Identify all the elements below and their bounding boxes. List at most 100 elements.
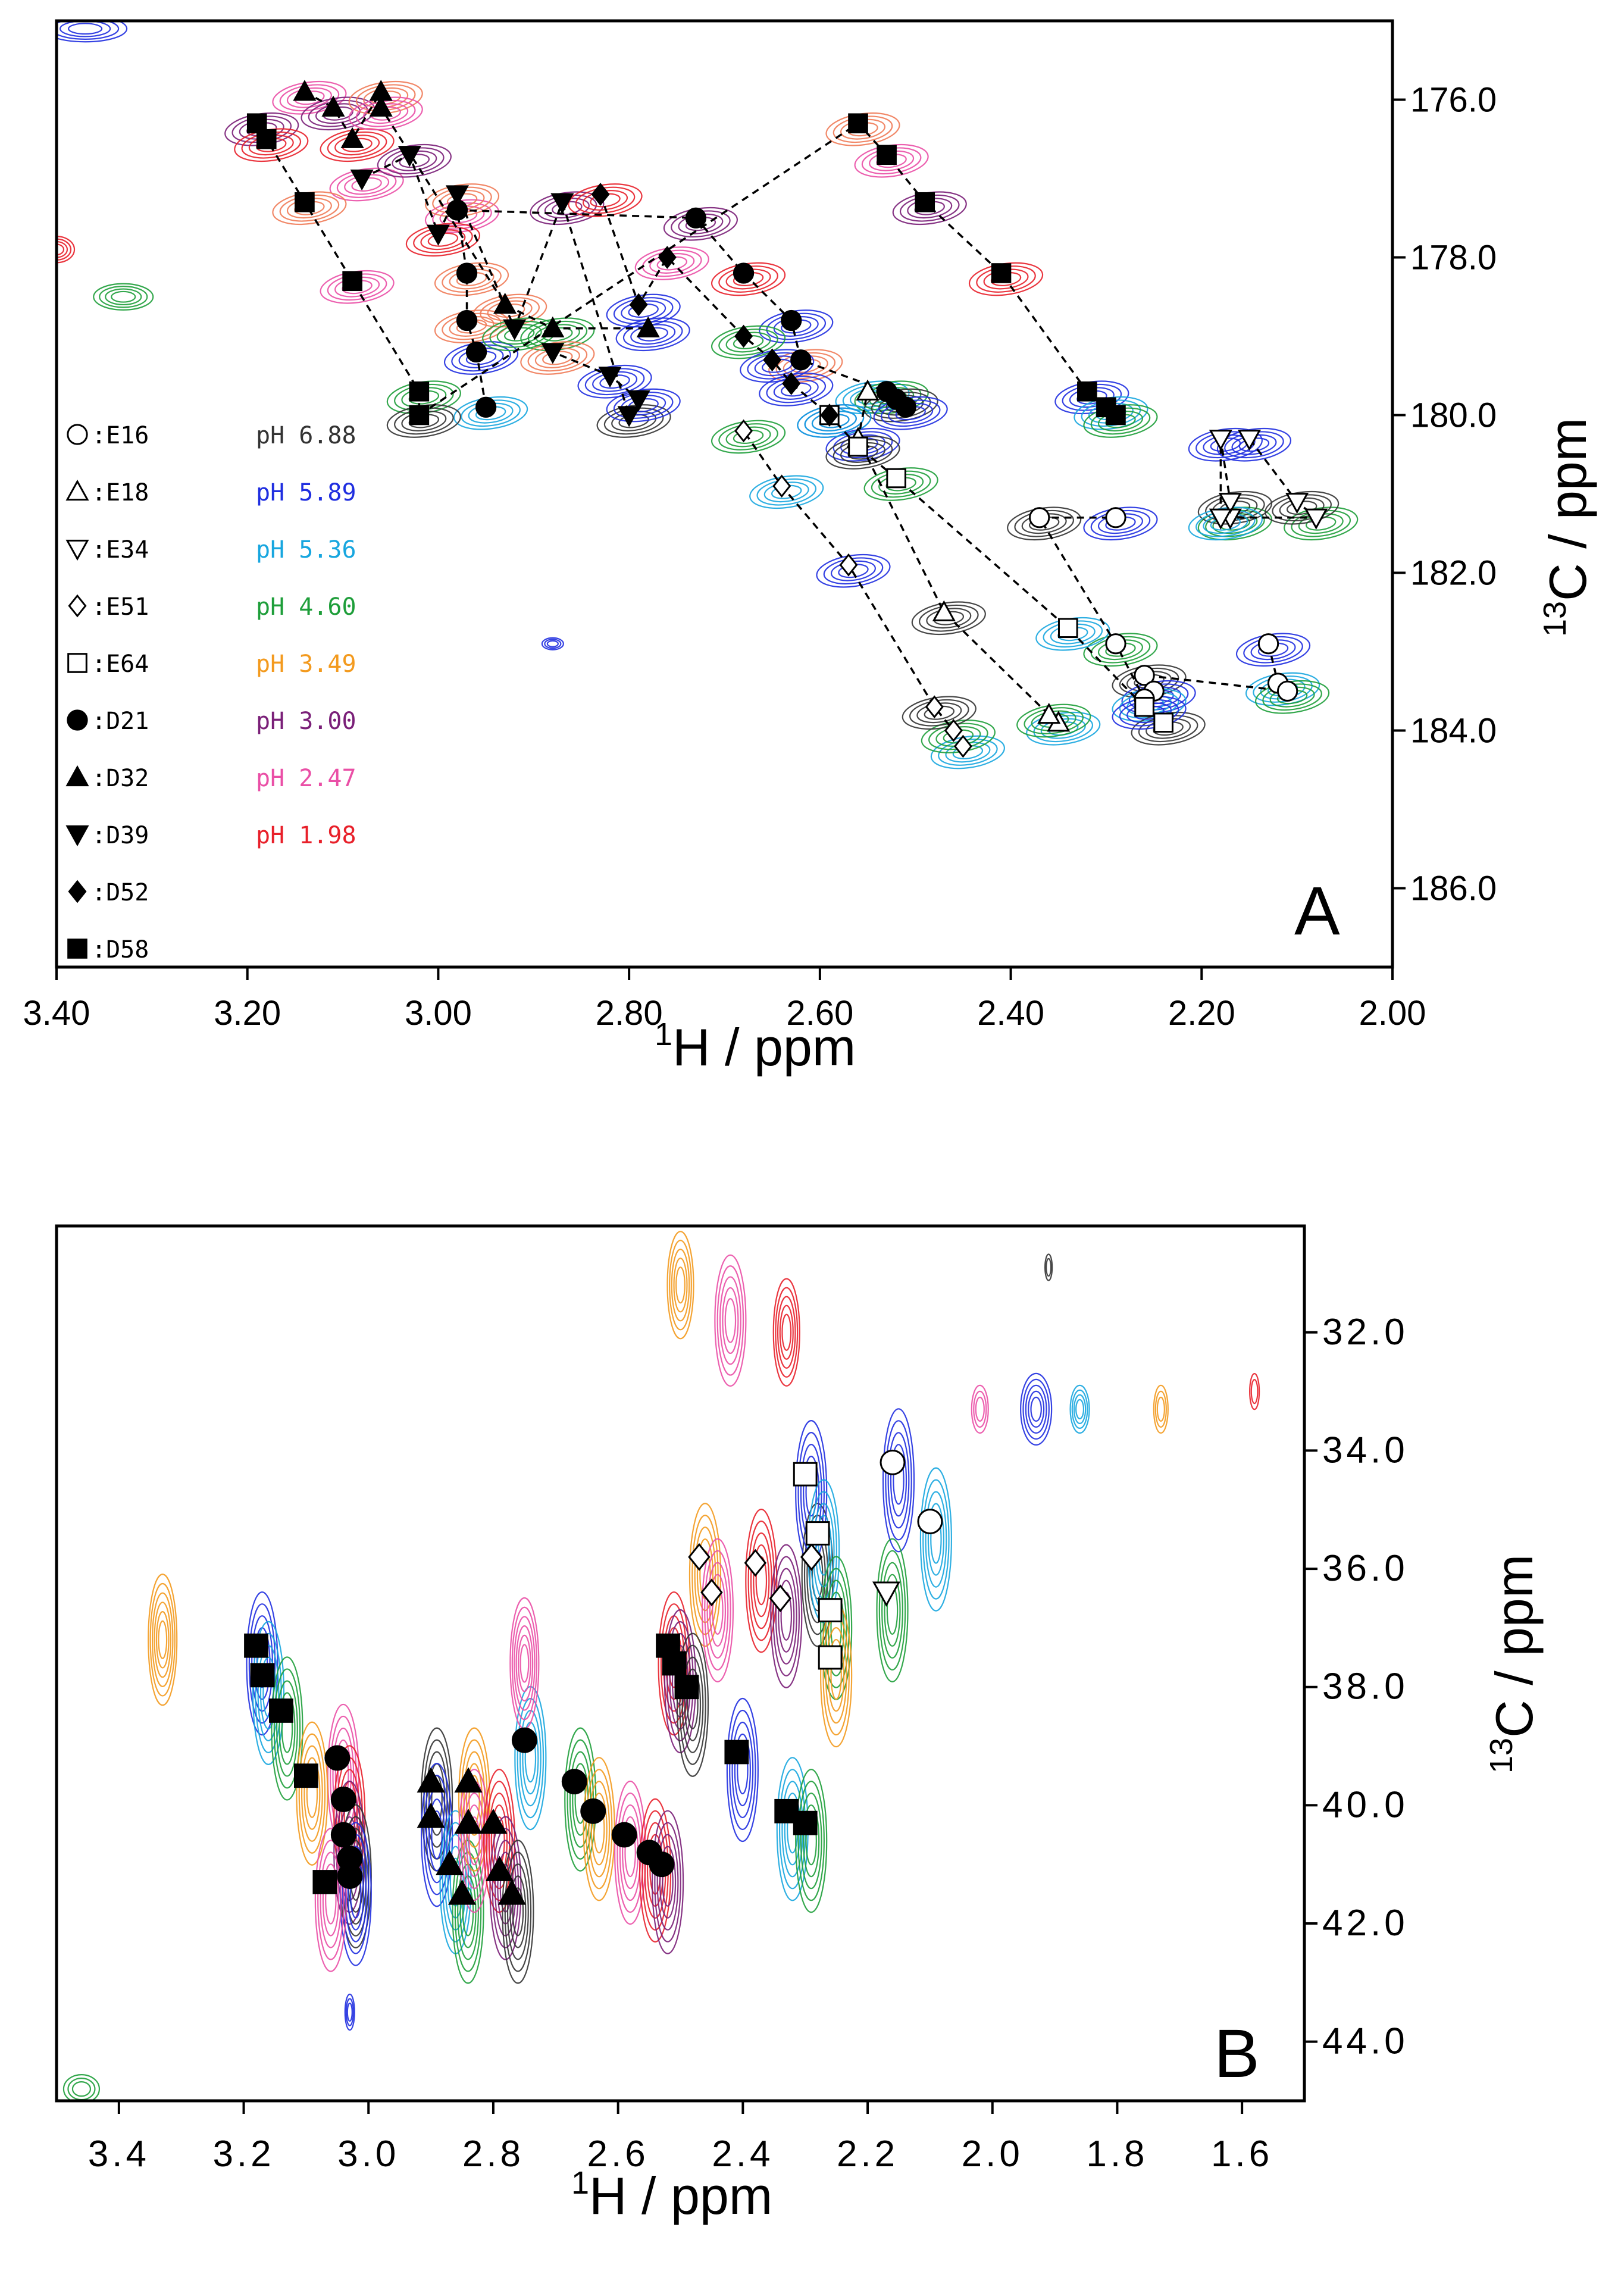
contour-ring: [57, 238, 72, 261]
contour-ring: [816, 553, 891, 588]
marker-D21: [685, 207, 707, 229]
marker-D52: [782, 372, 801, 395]
panel-b-xlabel: 1H / ppm: [571, 2165, 772, 2225]
legend-symbol-D39: [65, 825, 89, 847]
contour-ring: [731, 1721, 754, 1819]
contour-ring: [271, 1656, 303, 1801]
marker-E18: [856, 379, 880, 401]
contour-ring: [339, 1822, 372, 1966]
contour-ring: [1020, 1372, 1053, 1446]
marker-D52: [734, 324, 753, 348]
contour-ring: [772, 1556, 800, 1676]
y-tick-label: 34.0: [1322, 1429, 1409, 1471]
contour-ring: [1025, 1384, 1047, 1434]
marker-D58: [724, 1740, 749, 1765]
contour-ring: [973, 1390, 987, 1428]
y-tick-label: 182.0: [1410, 554, 1497, 593]
marker-D32: [485, 1856, 514, 1881]
contour-ring: [925, 1491, 947, 1588]
marker-D58: [256, 129, 277, 149]
marker-D58: [312, 1870, 337, 1894]
contour-ring: [1265, 490, 1340, 525]
marker-D39: [617, 406, 641, 427]
marker-D58: [294, 1763, 318, 1788]
y-tick-label: 36.0: [1322, 1548, 1409, 1589]
contour-ring: [546, 640, 559, 647]
marker-D21: [733, 262, 755, 284]
legend-ph-label: pH 5.89: [256, 479, 356, 506]
contour-ring: [825, 1626, 847, 1724]
contour-ring: [770, 1544, 803, 1688]
y-tick-label: 40.0: [1322, 1784, 1409, 1825]
contour-ring: [1030, 1396, 1042, 1422]
marker-E34: [1209, 508, 1232, 530]
y-tick-label: 176.0: [1410, 81, 1497, 120]
marker-D58: [269, 1698, 293, 1723]
contour-ring: [458, 1769, 491, 1913]
contour-ring: [463, 1793, 486, 1890]
marker-D39: [627, 390, 650, 412]
y-tick-label: 184.0: [1410, 712, 1497, 750]
marker-D32: [636, 316, 660, 337]
contour-ring: [1069, 1384, 1090, 1434]
panel-b: 3.4 3.2 3.0 2.8 2.6 2.4 2.2 2.0 1.8 1.6 32.0 34.0 36…: [55, 1224, 1544, 2225]
x-tick-label: 2.40: [977, 994, 1044, 1033]
marker-E64: [793, 1462, 818, 1487]
marker-E51: [800, 1543, 823, 1571]
contour-ring: [329, 167, 404, 202]
x-tick-label: 1.8: [1086, 2134, 1148, 2175]
legend-residue-label: :E34: [92, 536, 149, 564]
contour-ring: [468, 1816, 480, 1866]
contour-ring: [679, 1644, 706, 1765]
legend-residue-label: :D39: [92, 822, 149, 849]
marker-D21: [561, 1769, 587, 1795]
contour-ring: [320, 128, 395, 162]
contour-ring: [278, 1692, 296, 1765]
contour-ring: [876, 1538, 909, 1682]
contour-ring: [1016, 703, 1091, 738]
marker-D21: [475, 396, 497, 418]
contour-ring: [775, 1287, 799, 1378]
contour-ring: [149, 1582, 176, 1697]
contour-ring: [57, 243, 65, 256]
marker-E16: [1134, 665, 1155, 686]
marker-E64: [848, 436, 868, 457]
contour-ring: [405, 223, 481, 257]
legend-residue-label: :D21: [92, 708, 149, 735]
contour-ring: [659, 1845, 677, 1919]
panel-b-markers: [244, 1449, 943, 1905]
panel-b-contours: [62, 1231, 1260, 2101]
contour-ring: [781, 1313, 792, 1351]
marker-E51: [772, 474, 791, 498]
contour-ring: [671, 1249, 690, 1322]
contour-ring: [759, 373, 834, 406]
marker-D21: [790, 349, 812, 371]
contour-ring: [709, 1574, 727, 1647]
marker-E51: [769, 1584, 791, 1613]
contour-ring: [344, 1993, 355, 2031]
marker-D21: [330, 1786, 356, 1812]
y-tick-label: 38.0: [1322, 1666, 1409, 1707]
marker-E51: [944, 719, 963, 742]
contour-ring: [1046, 1258, 1052, 1277]
contour-ring: [719, 1276, 741, 1365]
contour-ring: [489, 1816, 522, 1960]
contour-ring: [777, 1296, 796, 1369]
contour-ring: [506, 1863, 529, 1960]
contour-ring: [303, 1757, 321, 1830]
marker-D52: [629, 293, 648, 317]
contour-ring: [1071, 1389, 1088, 1429]
contour-ring: [272, 80, 347, 115]
marker-E51: [744, 1549, 767, 1577]
x-tick-label: 2.20: [1168, 994, 1235, 1033]
contour-ring: [651, 1810, 684, 1954]
x-tick-label: 3.20: [214, 994, 281, 1033]
contour-ring: [152, 1592, 174, 1687]
marker-D21: [456, 262, 478, 284]
marker-D32: [454, 1809, 483, 1834]
marker-E34: [1209, 430, 1232, 451]
legend-symbol-E51: [68, 594, 87, 618]
legend-ph-label: pH 2.47: [256, 765, 356, 792]
y-tick-label: 44.0: [1322, 2021, 1409, 2062]
contour-ring: [714, 1254, 747, 1387]
